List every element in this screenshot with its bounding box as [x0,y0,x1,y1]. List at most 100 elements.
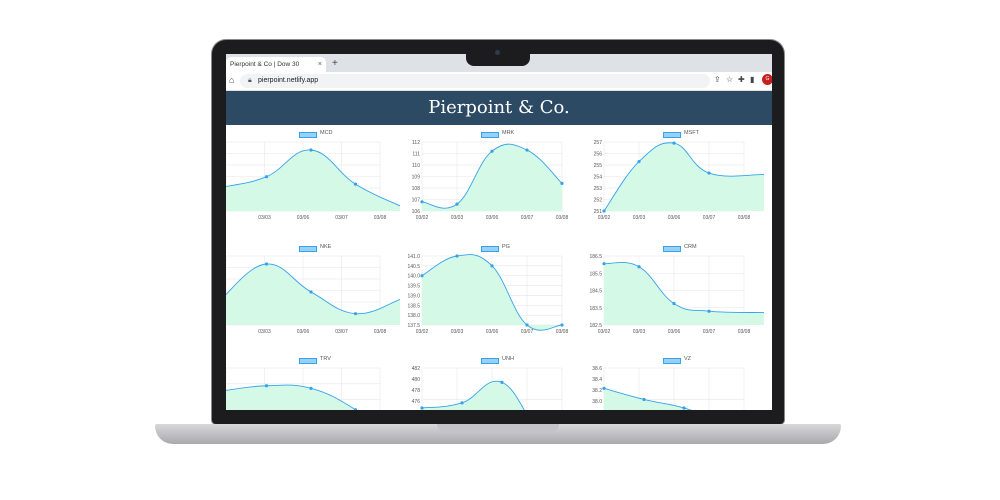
data-point [672,301,676,306]
y-tick-label: 256 [594,152,603,158]
y-tick-label: 141.0 [407,254,420,260]
legend-swatch[interactable] [299,246,317,252]
x-tick-label: 03/08 [556,329,569,335]
y-tick-label: 185.5 [589,271,602,277]
chart-mcd: MCD 03/03 03/06 03/07 03/08 [226,127,408,237]
chart-unh: UNH 482 480 478 476 [408,353,590,410]
chart-trv: TRV [226,353,408,410]
y-tick-label: 139.0 [407,293,420,299]
data-point [637,159,641,164]
x-tick-label: 03/07 [703,329,716,335]
y-tick-label: 38.2 [592,388,602,394]
series-area [226,385,356,410]
y-tick-label: 108 [412,186,421,192]
chart-plot: 141.0 140.5 140.0 139.5 139.0 138.5 138.0 137.5… [407,254,569,335]
x-tick-label: 03/06 [486,215,499,221]
data-point [490,149,494,153]
data-point [560,323,564,327]
y-tick-label: 38.6 [592,366,602,372]
y-tick-label: 110 [412,163,420,169]
bookmark-star-icon[interactable]: ☆ [726,75,734,84]
x-tick-label: 03/07 [335,329,348,335]
x-tick-label: 03/07 [521,215,534,221]
legend-swatch[interactable] [481,246,499,252]
data-point [309,386,313,390]
chart-vz: VZ 38.6 38.4 38.2 38.0 [590,353,772,410]
y-tick-label: 251 [594,209,603,215]
chart-plot: 38.6 38.4 38.2 38.0 [592,366,745,410]
x-tick-label: 03/02 [598,329,611,335]
x-tick-label: 03/03 [633,329,646,335]
legend-swatch[interactable] [481,132,499,138]
data-point [602,386,606,390]
y-tick-label: 482 [412,366,421,372]
legend-label[interactable]: MRK [502,130,515,136]
x-tick-label: 03/08 [738,215,751,221]
data-point [264,175,269,179]
x-tick-label: 03/03 [451,329,464,335]
y-tick-label: 257 [594,140,603,146]
profile-avatar[interactable]: G [762,74,772,85]
y-tick-label: 138.5 [407,303,420,309]
legend-label[interactable]: MCD [320,130,333,136]
chart-mrk: MRK 112 111 110 109 108 107 106 03/02 03/03 03/06 0… [408,127,590,237]
x-tick-label: 03/02 [598,215,611,221]
data-point [309,290,313,294]
data-point [682,406,686,410]
x-tick-label: 03/06 [486,329,499,335]
legend-swatch[interactable] [663,246,681,252]
legend-label[interactable]: UNH [502,356,514,362]
home-icon[interactable]: ⌂ [229,75,235,85]
data-point [525,148,529,152]
x-tick-label: 03/08 [374,329,387,335]
chart-plot: 03/03 03/06 03/07 03/08 [226,141,401,221]
share-icon[interactable]: ⇪ [714,75,721,84]
x-tick-label: 03/02 [416,329,429,335]
series-area [422,381,525,410]
legend-label[interactable]: VZ [684,356,692,362]
legend-swatch[interactable] [481,358,499,364]
url-field[interactable]: 🔒︎ pierpoint.netlify.app [240,74,710,88]
legend-label[interactable]: NKE [320,244,332,250]
tab-title: Pierpoint & Co | Dow 30 [230,61,300,68]
x-tick-label: 03/06 [297,329,310,335]
legend-swatch[interactable] [299,132,317,138]
data-point [264,384,269,388]
data-point [460,401,464,405]
y-tick-label: 476 [412,399,421,405]
x-tick-label: 03/03 [451,215,464,221]
legend-swatch[interactable] [663,358,681,364]
data-point [420,200,424,204]
x-tick-label: 03/07 [335,215,348,221]
data-point [455,254,459,258]
extensions-icon[interactable]: ✚ [738,75,745,84]
data-point [309,148,313,152]
y-tick-label: 186.5 [589,254,602,260]
browser-tab[interactable]: Pierpoint & Co | Dow 30 × [226,57,326,72]
laptop-screen: Pierpoint & Co | Dow 30 × + ⌂ 🔒︎ pierpoi… [226,54,772,410]
address-bar: ⌂ 🔒︎ pierpoint.netlify.app ⇪ ☆ ✚ ▮ G [226,72,772,91]
camera-notch [466,44,530,66]
y-tick-label: 111 [412,152,420,158]
new-tab-button[interactable]: + [332,58,338,69]
y-tick-label: 137.5 [407,323,420,329]
legend-swatch[interactable] [299,358,317,364]
y-tick-label: 139.5 [407,284,420,290]
legend-label[interactable]: CRM [684,244,697,250]
y-tick-label: 109 [412,175,421,181]
legend-label[interactable]: PG [502,244,510,250]
tab-close-icon[interactable]: × [317,61,322,68]
data-point [264,262,269,266]
x-tick-label: 03/08 [738,329,751,335]
legend-swatch[interactable] [663,132,681,138]
chart-plot: 03/03 03/06 03/07 03/08 [226,255,401,335]
x-tick-label: 03/03 [258,215,271,221]
legend-label[interactable]: MSFT [684,130,699,136]
x-tick-label: 03/07 [521,329,534,335]
x-tick-label: 03/07 [703,215,716,221]
legend-label[interactable]: TRV [320,356,331,362]
side-panel-icon[interactable]: ▮ [750,75,755,84]
data-point [602,209,606,213]
series-area [226,150,400,211]
